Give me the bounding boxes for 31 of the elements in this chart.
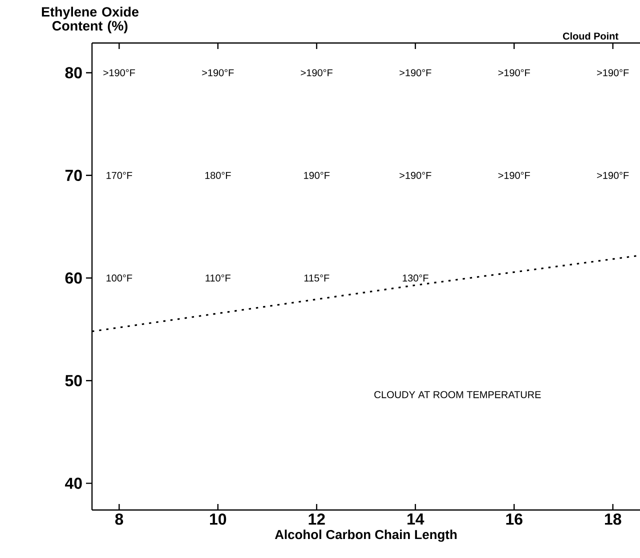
annotation: 170°F — [106, 172, 132, 179]
y-tick-label: 60 — [65, 272, 82, 284]
y-tick-label: 40 — [64, 478, 82, 489]
annotation: >190°F — [400, 69, 432, 76]
y-axis-title: Ethylene Oxide Content (%) — [42, 6, 138, 34]
annotation: >190°F — [597, 69, 629, 76]
x-tick-label: 8 — [115, 514, 124, 525]
y-tick-label: 70 — [65, 170, 82, 182]
annotation: >190°F — [400, 172, 432, 179]
annotation: 110°F — [206, 274, 230, 282]
x-axis-title: Alcohol Carbon Chain Length — [274, 530, 457, 542]
annotation: >190°F — [103, 69, 136, 76]
annotation: 100°F — [106, 274, 132, 282]
x-tick-label: 10 — [210, 514, 226, 525]
x-tick-label: 16 — [506, 514, 522, 525]
x-tick-label: 14 — [408, 514, 424, 524]
annotation: >190°F — [597, 172, 629, 179]
annotation: 130°F — [402, 274, 428, 282]
annotation: >190°F — [300, 69, 332, 76]
annotation: >190°F — [498, 172, 530, 179]
x-tick-label: 18 — [604, 514, 622, 525]
annotation: 180°F — [205, 172, 231, 179]
annotation: CLOUDY AT ROOM TEMPERATURE — [374, 391, 541, 398]
y-tick-label: 50 — [65, 375, 82, 386]
annotation: 190°F — [304, 172, 330, 179]
annotation: >190°F — [202, 69, 234, 76]
chart-subtitle: Cloud Point — [563, 32, 618, 40]
annotation: >190°F — [498, 69, 530, 76]
y-tick-label: 80 — [65, 67, 82, 78]
annotation: 115°F — [304, 274, 330, 282]
x-tick-label: 12 — [308, 514, 325, 525]
